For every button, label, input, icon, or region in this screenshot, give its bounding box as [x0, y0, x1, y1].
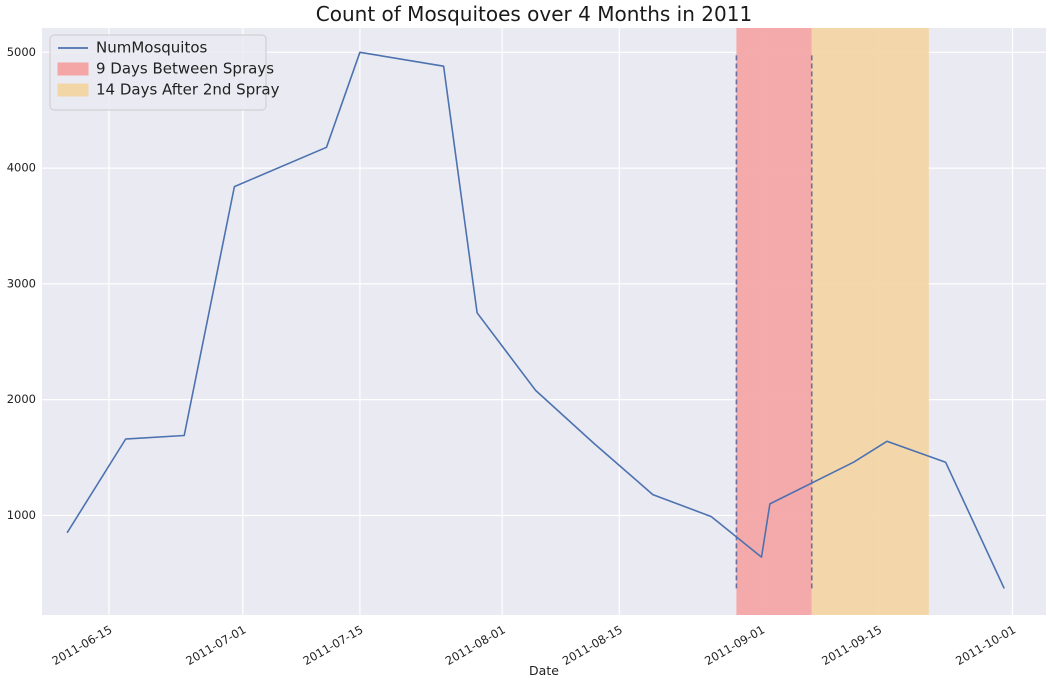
span-area — [736, 28, 812, 615]
y-tick-label: 4000 — [7, 161, 36, 175]
legend-label: NumMosquitos — [96, 39, 208, 57]
chart-title: Count of Mosquitoes over 4 Months in 201… — [316, 2, 752, 26]
legend-patch-swatch — [57, 83, 89, 97]
y-tick-labels: 1000 2000 3000 4000 5000 — [7, 45, 36, 522]
spans — [736, 28, 929, 615]
y-tick-label: 1000 — [7, 508, 36, 522]
x-tick-label: 2011-10-01 — [953, 622, 1018, 668]
span-area — [811, 28, 929, 615]
x-tick-label: 2011-07-15 — [301, 622, 366, 668]
x-axis-label: Date — [529, 663, 559, 678]
series-line — [66, 51, 1005, 589]
x-tick-label: 2011-07-01 — [183, 622, 248, 668]
x-tick-label: 2011-08-15 — [560, 622, 625, 668]
y-tick-label: 5000 — [7, 45, 36, 59]
legend-box — [49, 34, 267, 111]
y-tick-label: 3000 — [7, 276, 36, 290]
legend: NumMosquitos 9 Days Between Sprays 14 Days… — [49, 34, 280, 111]
y-tick-label: 2000 — [7, 392, 36, 406]
legend-label: 9 Days Between Sprays — [96, 60, 274, 78]
legend-label: 14 Days After 2nd Spray — [96, 81, 280, 99]
x-tick-label: 2011-09-01 — [702, 622, 767, 668]
x-tick-label: 2011-06-15 — [50, 622, 115, 668]
x-tick-label: 2011-09-15 — [819, 622, 884, 668]
x-tick-labels: 2011-06-15 2011-07-01 2011-07-15 2011-08-01… — [50, 622, 1018, 668]
legend-patch-swatch — [57, 62, 89, 76]
vertical-lines — [735, 52, 813, 589]
series — [66, 51, 1005, 589]
x-tick-label: 2011-08-01 — [443, 622, 508, 668]
